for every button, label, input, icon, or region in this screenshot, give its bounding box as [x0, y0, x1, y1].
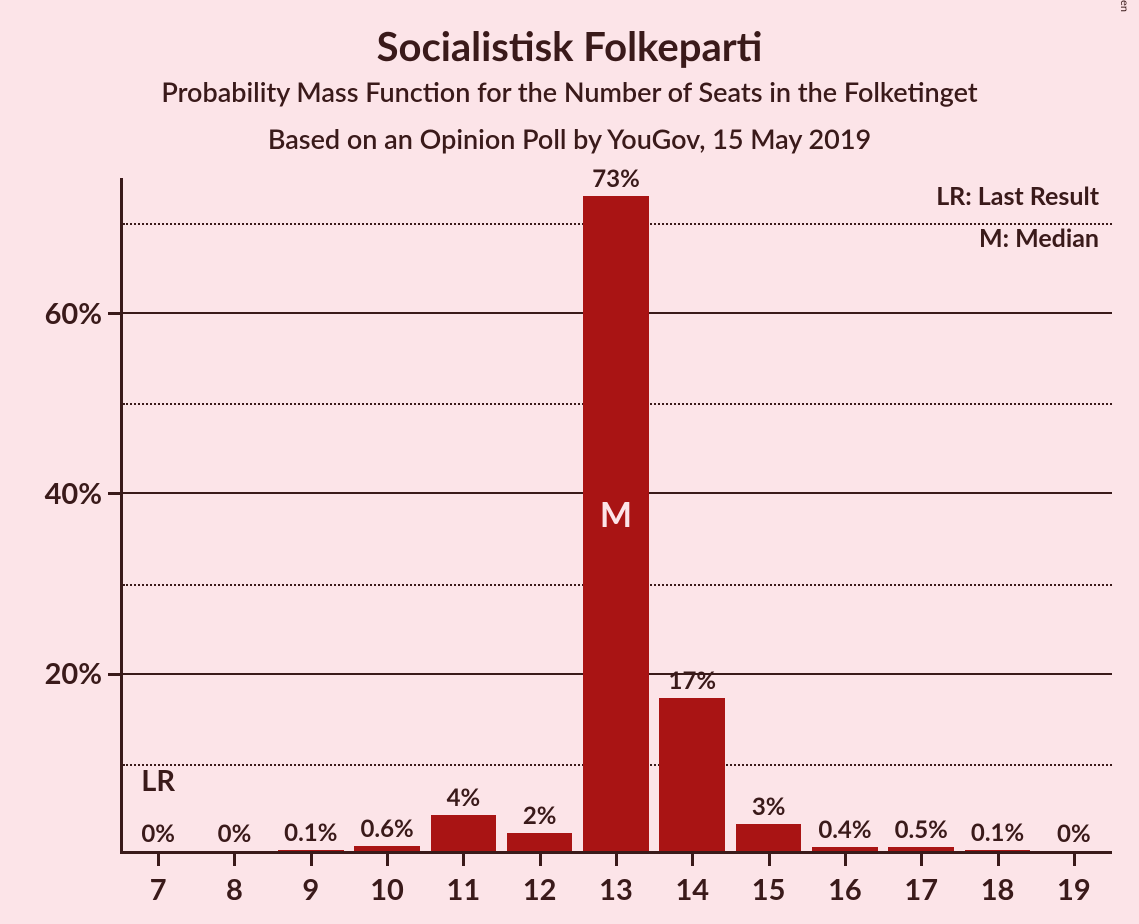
x-tick-mark	[768, 854, 771, 866]
bar-value-label: 0%	[1057, 819, 1091, 848]
x-tick-label: 14	[675, 872, 709, 907]
x-tick-label: 7	[150, 872, 167, 907]
x-tick-label: 8	[226, 872, 243, 907]
x-tick-label: 9	[302, 872, 319, 907]
bar	[278, 850, 344, 851]
y-tick-mark	[108, 312, 120, 315]
x-tick-mark	[233, 854, 236, 866]
bar-value-label: 0.1%	[284, 818, 337, 847]
x-tick-label: 15	[752, 872, 786, 907]
x-tick-label: 10	[370, 872, 404, 907]
last-result-marker: LR	[141, 763, 175, 798]
bar	[507, 833, 573, 851]
bar-value-label: 0.1%	[971, 818, 1024, 847]
x-tick-label: 12	[523, 872, 557, 907]
x-tick-mark	[462, 854, 465, 866]
bar	[965, 850, 1031, 851]
bar	[812, 847, 878, 851]
bar	[888, 847, 954, 851]
y-tick-mark	[108, 492, 120, 495]
x-tick-mark	[997, 854, 1000, 866]
y-tick-mark	[108, 673, 120, 676]
bar-value-label: 0.5%	[895, 815, 948, 844]
x-tick-mark	[1073, 854, 1076, 866]
bar-value-label: 73%	[592, 164, 640, 193]
copyright-text: © 2019 Filip van Laenen	[1118, 0, 1131, 12]
bar-value-label: 4%	[447, 783, 481, 812]
x-tick-label: 16	[828, 872, 862, 907]
chart-subtitle-1: Probability Mass Function for the Number…	[0, 75, 1139, 108]
x-tick-label: 17	[904, 872, 938, 907]
y-tick-label: 60%	[45, 296, 102, 331]
x-tick-label: 13	[599, 872, 633, 907]
median-marker: M	[600, 494, 632, 535]
x-tick-mark	[844, 854, 847, 866]
x-tick-label: 11	[447, 872, 481, 907]
x-tick-mark	[691, 854, 694, 866]
bar-value-label: 2%	[523, 801, 557, 830]
chart-subtitle-2: Based on an Opinion Poll by YouGov, 15 M…	[0, 122, 1139, 155]
bar	[354, 846, 420, 851]
y-tick-label: 20%	[45, 656, 102, 691]
bar-value-label: 17%	[669, 666, 717, 695]
bar	[736, 824, 802, 851]
bar-value-label: 0.4%	[818, 815, 871, 844]
chart-container: © 2019 Filip van Laenen Socialistisk Fol…	[0, 0, 1139, 924]
bar	[431, 815, 497, 851]
x-tick-label: 19	[1057, 872, 1091, 907]
x-tick-mark	[310, 854, 313, 866]
bar	[659, 698, 725, 851]
bar-value-label: 0%	[141, 819, 175, 848]
bar-value-label: 3%	[752, 792, 786, 821]
y-tick-label: 40%	[45, 476, 102, 511]
x-tick-mark	[157, 854, 160, 866]
x-tick-mark	[539, 854, 542, 866]
x-tick-mark	[920, 854, 923, 866]
x-tick-mark	[615, 854, 618, 866]
x-tick-label: 18	[981, 872, 1015, 907]
y-axis-line	[120, 178, 123, 854]
x-tick-mark	[386, 854, 389, 866]
chart-title: Socialistisk Folkeparti	[0, 22, 1139, 70]
bar-value-label: 0.6%	[360, 814, 413, 843]
bar-value-label: 0%	[218, 819, 252, 848]
